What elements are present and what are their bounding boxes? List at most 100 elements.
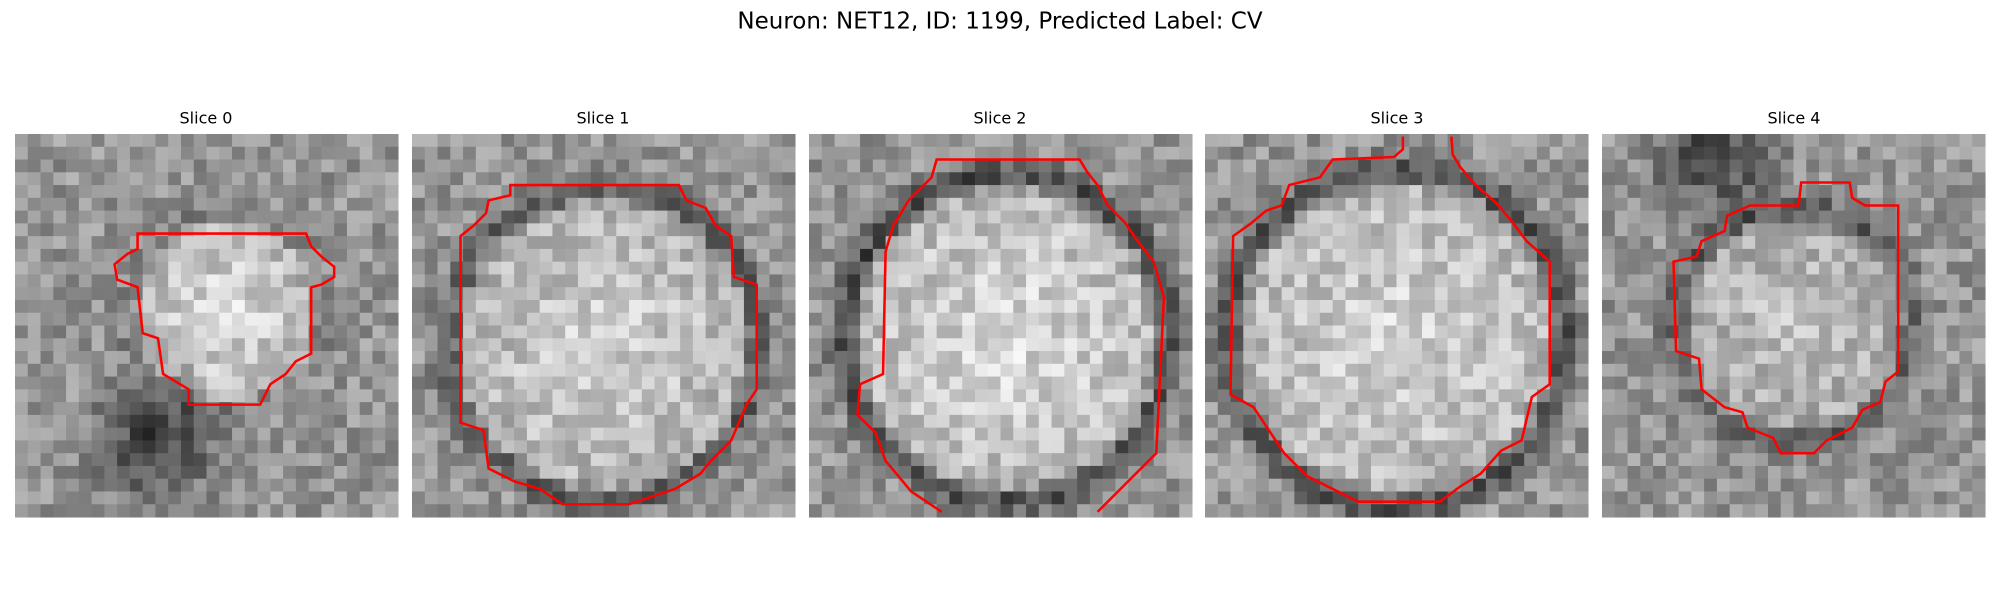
pixel <box>1205 504 1219 518</box>
pixel <box>1562 312 1576 327</box>
pixel <box>1102 402 1116 416</box>
pixel <box>1959 325 1973 339</box>
pixel <box>987 248 1002 263</box>
pixel <box>501 261 515 275</box>
pixel <box>1882 274 1897 288</box>
pixel <box>809 414 823 429</box>
pixel <box>1870 274 1884 288</box>
pixel <box>1434 146 1449 161</box>
pixel <box>1844 159 1858 173</box>
pixel <box>1115 185 1129 199</box>
pixel <box>898 338 912 352</box>
pixel <box>590 453 605 467</box>
pixel <box>1640 287 1654 301</box>
pixel <box>1602 478 1616 492</box>
pixel <box>565 236 579 250</box>
pixel <box>1281 491 1295 505</box>
pixel <box>78 248 93 263</box>
pixel <box>936 453 950 467</box>
pixel <box>15 299 29 314</box>
pixel <box>1358 134 1372 148</box>
pixel <box>257 338 271 352</box>
pixel <box>1128 312 1142 327</box>
pixel <box>641 325 656 339</box>
pixel <box>847 389 861 403</box>
pixel <box>1665 402 1680 416</box>
pixel <box>552 261 566 275</box>
pixel <box>1370 261 1385 275</box>
pixel <box>1345 146 1359 161</box>
pixel <box>885 185 899 199</box>
pixel <box>1716 146 1731 161</box>
pixel <box>219 440 233 454</box>
pixel <box>1549 312 1563 327</box>
pixel <box>872 248 887 263</box>
pixel <box>1575 351 1589 365</box>
pixel <box>809 248 823 263</box>
pixel <box>424 134 439 148</box>
pixel <box>1230 172 1244 186</box>
pixel <box>1051 465 1065 480</box>
pixel <box>1882 351 1897 365</box>
pixel <box>923 376 938 390</box>
pixel <box>1140 185 1155 199</box>
contour <box>1672 181 1900 455</box>
pixel <box>321 427 335 441</box>
pixel <box>1422 210 1436 224</box>
pixel <box>782 312 796 327</box>
pixel <box>1243 325 1257 339</box>
pixel <box>1602 491 1616 505</box>
pixel <box>372 185 386 199</box>
pixel <box>1345 338 1359 352</box>
pixel <box>641 453 656 467</box>
pixel <box>1882 478 1897 492</box>
pixel <box>1447 146 1461 161</box>
pixel <box>1562 299 1576 314</box>
pixel <box>743 351 758 365</box>
pixel <box>1575 312 1589 327</box>
pixel <box>1332 159 1346 173</box>
pixel <box>1627 453 1641 467</box>
pixel <box>667 504 681 518</box>
pixel <box>1562 440 1576 454</box>
pixel <box>424 223 439 237</box>
pixel <box>1704 504 1718 518</box>
pixel <box>15 325 29 339</box>
pixel <box>66 491 80 505</box>
pixel <box>1153 491 1167 505</box>
pixel <box>385 134 399 148</box>
pixel <box>680 376 694 390</box>
pixel <box>898 465 912 480</box>
pixel <box>15 427 29 441</box>
pixel <box>1434 402 1449 416</box>
pixel <box>193 134 208 148</box>
pixel <box>1064 440 1078 454</box>
pixel <box>1358 338 1372 352</box>
pixel <box>27 325 42 339</box>
pixel <box>1332 197 1346 212</box>
pixel <box>1153 504 1167 518</box>
pixel <box>1230 325 1244 339</box>
pixel <box>1908 134 1922 148</box>
pixel <box>1780 465 1795 480</box>
pixel <box>577 274 592 288</box>
pixel <box>1460 312 1474 327</box>
pixel <box>1000 453 1014 467</box>
pixel <box>847 363 861 378</box>
pixel <box>1217 453 1232 467</box>
pixel <box>1294 312 1308 327</box>
pixel <box>180 465 195 480</box>
pixel <box>1064 376 1078 390</box>
pixel <box>1627 274 1641 288</box>
pixel <box>193 299 208 314</box>
pixel <box>565 376 579 390</box>
pixel <box>1370 465 1385 480</box>
pixel <box>1536 453 1551 467</box>
pixel <box>168 478 182 492</box>
pixel <box>1908 159 1922 173</box>
pixel <box>501 299 515 314</box>
pixel <box>1729 363 1743 378</box>
pixel <box>1729 414 1743 429</box>
pixel <box>257 453 271 467</box>
pixel <box>936 312 950 327</box>
